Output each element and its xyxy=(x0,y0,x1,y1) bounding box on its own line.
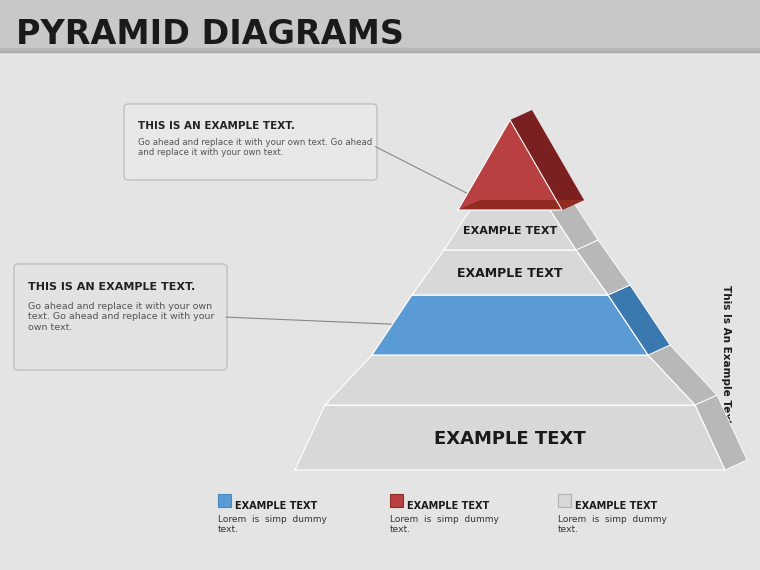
Polygon shape xyxy=(458,200,584,210)
Polygon shape xyxy=(372,345,670,355)
Text: EXAMPLE TEXT: EXAMPLE TEXT xyxy=(434,430,586,447)
Text: Lorem  is  simp  dummy
text.: Lorem is simp dummy text. xyxy=(558,515,667,535)
FancyBboxPatch shape xyxy=(124,104,377,180)
Polygon shape xyxy=(550,200,598,250)
Polygon shape xyxy=(444,210,576,250)
Polygon shape xyxy=(412,250,608,295)
Polygon shape xyxy=(444,240,598,250)
Polygon shape xyxy=(470,200,572,210)
Polygon shape xyxy=(576,240,630,295)
Text: Go ahead and replace it with your own
text. Go ahead and replace it with your
ow: Go ahead and replace it with your own te… xyxy=(28,302,214,332)
Text: EXAMPLE TEXT: EXAMPLE TEXT xyxy=(575,501,657,511)
FancyBboxPatch shape xyxy=(14,264,227,370)
Text: EXAMPLE TEXT: EXAMPLE TEXT xyxy=(458,267,562,280)
Polygon shape xyxy=(510,110,584,210)
Polygon shape xyxy=(325,355,695,405)
Polygon shape xyxy=(648,345,717,405)
Text: THIS IS AN EXAMPLE TEXT.: THIS IS AN EXAMPLE TEXT. xyxy=(28,282,195,292)
Polygon shape xyxy=(608,285,670,355)
Bar xyxy=(218,494,231,507)
Polygon shape xyxy=(458,120,562,210)
Text: Lorem  is  simp  dummy
text.: Lorem is simp dummy text. xyxy=(390,515,499,535)
Bar xyxy=(0,0,760,52)
Polygon shape xyxy=(325,395,717,405)
Polygon shape xyxy=(695,395,747,470)
Text: This Is An Example Text: This Is An Example Text xyxy=(721,286,731,425)
Text: Go ahead and replace it with your own text. Go ahead
and replace it with your ow: Go ahead and replace it with your own te… xyxy=(138,138,372,157)
Bar xyxy=(558,494,571,507)
Bar xyxy=(390,494,403,507)
Polygon shape xyxy=(372,295,648,355)
Text: PYRAMID DIAGRAMS: PYRAMID DIAGRAMS xyxy=(16,18,404,51)
Text: EXAMPLE TEXT: EXAMPLE TEXT xyxy=(407,501,489,511)
Text: Lorem  is  simp  dummy
text.: Lorem is simp dummy text. xyxy=(218,515,327,535)
Text: EXAMPLE TEXT: EXAMPLE TEXT xyxy=(235,501,317,511)
Text: EXAMPLE TEXT: EXAMPLE TEXT xyxy=(463,226,557,236)
Polygon shape xyxy=(295,405,725,470)
Polygon shape xyxy=(412,285,630,295)
Text: THIS IS AN EXAMPLE TEXT.: THIS IS AN EXAMPLE TEXT. xyxy=(138,121,295,131)
